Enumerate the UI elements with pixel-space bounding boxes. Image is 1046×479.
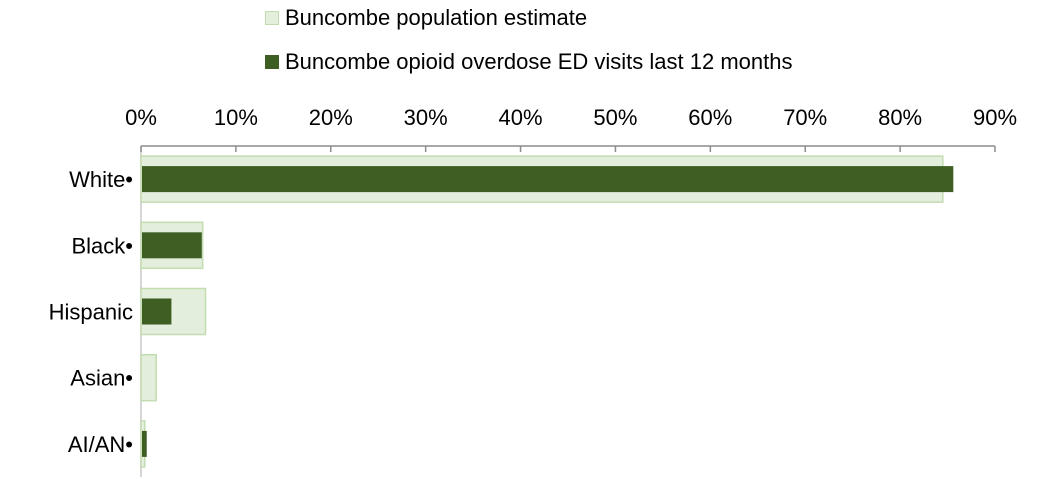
x-tick-label: 50%	[593, 105, 637, 130]
category-label: Black•	[72, 233, 134, 258]
legend-swatch-ed-visits	[265, 55, 279, 69]
legend-swatch-population	[265, 11, 279, 25]
category-label: Hispanic	[49, 300, 133, 325]
x-tick-label: 70%	[783, 105, 827, 130]
category-label: AI/AN•	[68, 432, 133, 457]
legend-item-ed-visits: Buncombe opioid overdose ED visits last …	[265, 49, 792, 75]
category-label: Asian•	[70, 366, 133, 391]
legend-label-population: Buncombe population estimate	[285, 5, 588, 30]
legend-label-ed-visits: Buncombe opioid overdose ED visits last …	[285, 49, 793, 74]
x-tick-label: 80%	[878, 105, 922, 130]
bar-ed-visits	[142, 166, 954, 193]
x-tick-label: 40%	[499, 105, 543, 130]
x-tick-label: 90%	[973, 105, 1017, 130]
bar-ed-visits	[142, 232, 202, 259]
category-label: White•	[69, 167, 133, 192]
x-tick-label: 60%	[688, 105, 732, 130]
bar-population	[140, 353, 157, 402]
bar-ed-visits	[142, 430, 147, 457]
chart-legend: Buncombe population estimate Buncombe op…	[0, 0, 1046, 80]
legend-item-population: Buncombe population estimate	[265, 5, 587, 31]
x-tick-label: 10%	[214, 105, 258, 130]
x-tick-label: 30%	[404, 105, 448, 130]
bar-ed-visits	[142, 298, 172, 325]
x-tick-label: 20%	[309, 105, 353, 130]
x-tick-label: 0%	[125, 105, 157, 130]
